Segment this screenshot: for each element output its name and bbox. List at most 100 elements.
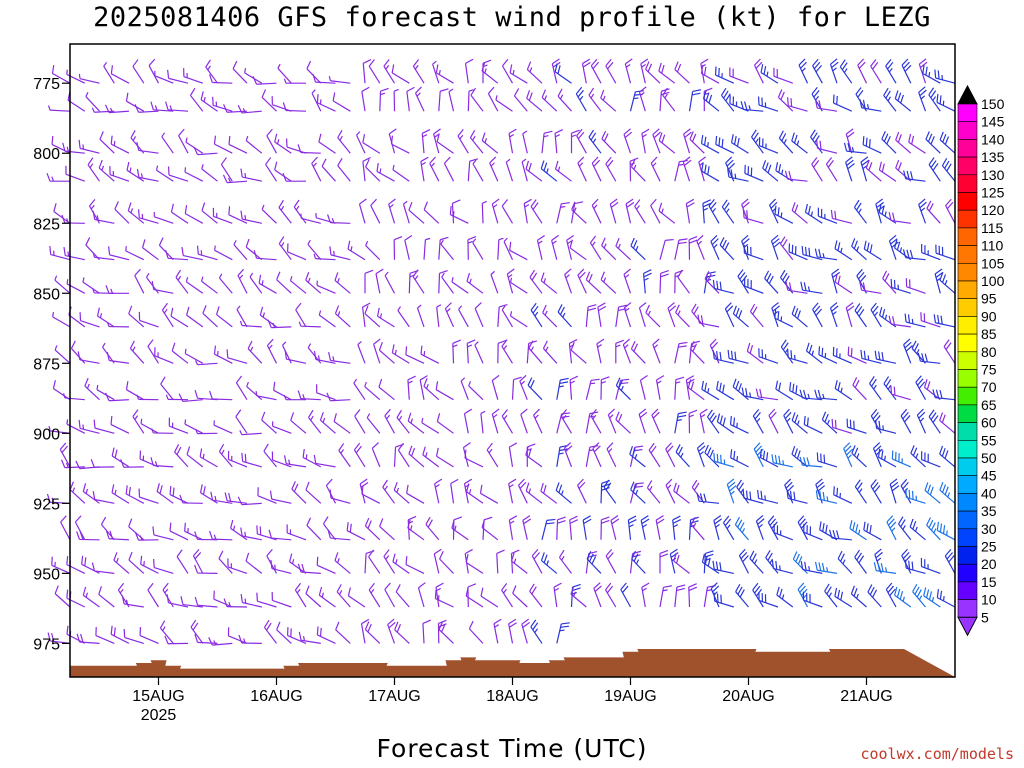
barb-full-flag [846, 131, 855, 138]
barb-half-flag [313, 253, 317, 259]
barb-staff [111, 73, 130, 84]
barb-full-flag [313, 454, 317, 464]
barb-full-flag [209, 390, 213, 400]
barb-full-flag [51, 632, 55, 642]
barb-full-flag [802, 457, 807, 466]
barb-full-flag [165, 101, 169, 110]
barb-half-flag [509, 484, 514, 488]
barb-full-flag [412, 59, 420, 67]
barb-full-flag [420, 345, 423, 355]
wind-barb [860, 349, 882, 364]
barb-staff [110, 423, 130, 434]
barb-full-flag [911, 135, 915, 145]
barb-full-flag [855, 87, 862, 95]
wind-barb [213, 345, 233, 364]
wind-barb [729, 67, 749, 84]
barb-half-flag [200, 276, 204, 282]
barb-full-flag [530, 302, 537, 311]
barb-full-flag [716, 413, 721, 422]
barb-half-flag [649, 486, 653, 491]
barb-full-flag [787, 485, 795, 492]
barb-full-flag [554, 63, 558, 72]
barb-full-flag [805, 342, 810, 352]
barb-full-flag [904, 313, 907, 323]
barb-full-flag [624, 131, 633, 139]
barb-half-flag [927, 250, 929, 256]
colorbar-cell [957, 298, 978, 317]
barb-staff [505, 161, 514, 182]
barb-full-flag [529, 583, 535, 592]
colorbar-cell [957, 422, 978, 441]
barb-half-flag [822, 253, 825, 259]
barb-full-flag [578, 271, 586, 279]
wind-barb [96, 384, 115, 401]
barb-full-flag [141, 239, 146, 248]
wind-barb [490, 270, 499, 294]
barb-full-flag [130, 130, 136, 139]
wind-barb [815, 490, 838, 504]
wind-barb [452, 339, 461, 364]
barb-full-flag [835, 530, 840, 539]
barb-full-flag [228, 206, 231, 215]
barb-half-flag [213, 534, 217, 540]
barb-full-flag [337, 157, 343, 166]
barb-full-flag [860, 349, 863, 359]
barb-full-flag [902, 249, 907, 258]
barb-full-flag [700, 58, 709, 65]
wind-barb [875, 419, 897, 434]
barb-full-flag [752, 409, 760, 417]
wind-barb [286, 243, 307, 261]
barb-full-flag [676, 63, 682, 73]
wind-barb [334, 305, 351, 328]
barb-full-flag [212, 96, 214, 106]
wind-barb [407, 375, 416, 400]
wind-barb [601, 237, 617, 261]
barb-full-flag [723, 202, 730, 211]
barb-half-flag [90, 204, 95, 210]
barb-full-flag [452, 339, 461, 344]
barb-full-flag [775, 560, 778, 570]
wind-barb [379, 87, 389, 112]
barb-half-flag [243, 638, 246, 644]
barb-full-flag [429, 156, 436, 164]
barb-full-flag [415, 86, 422, 94]
barb-half-flag [758, 523, 763, 529]
barb-staff [379, 525, 395, 541]
credit-link[interactable]: coolwx.com/models [860, 745, 1014, 763]
wind-barb [674, 376, 685, 400]
barb-full-flag [746, 342, 751, 352]
wind-barb [125, 246, 145, 261]
barb-full-flag [788, 282, 792, 291]
barb-full-flag [889, 478, 898, 485]
barb-full-flag [270, 560, 273, 569]
barb-full-flag [449, 205, 452, 215]
wind-barb [165, 249, 189, 261]
barb-full-flag [901, 548, 908, 556]
barb-full-flag [832, 346, 835, 356]
wind-barb [450, 478, 459, 504]
barb-staff [256, 82, 277, 85]
barb-full-flag [66, 589, 69, 599]
barb-full-flag [888, 518, 895, 526]
wind-barb [673, 552, 690, 574]
wind-barb [337, 157, 351, 182]
barb-full-flag [934, 69, 937, 79]
barb-full-flag [60, 459, 66, 468]
wind-barb [600, 271, 617, 294]
barb-full-flag [364, 305, 369, 314]
barb-full-flag [709, 412, 715, 421]
barb-half-flag [99, 313, 103, 319]
barb-full-flag [465, 587, 469, 597]
barb-full-flag [464, 548, 473, 555]
barb-full-flag [804, 561, 807, 571]
wind-barb [245, 238, 263, 261]
wind-barb [290, 412, 307, 434]
barb-half-flag [635, 489, 639, 495]
barb-full-flag [883, 87, 889, 96]
wind-barb [819, 521, 838, 541]
wind-barb [256, 592, 277, 608]
barb-full-flag [540, 482, 544, 492]
barb-full-flag [874, 485, 881, 493]
wind-barb [236, 305, 248, 328]
barb-full-flag [932, 389, 936, 398]
